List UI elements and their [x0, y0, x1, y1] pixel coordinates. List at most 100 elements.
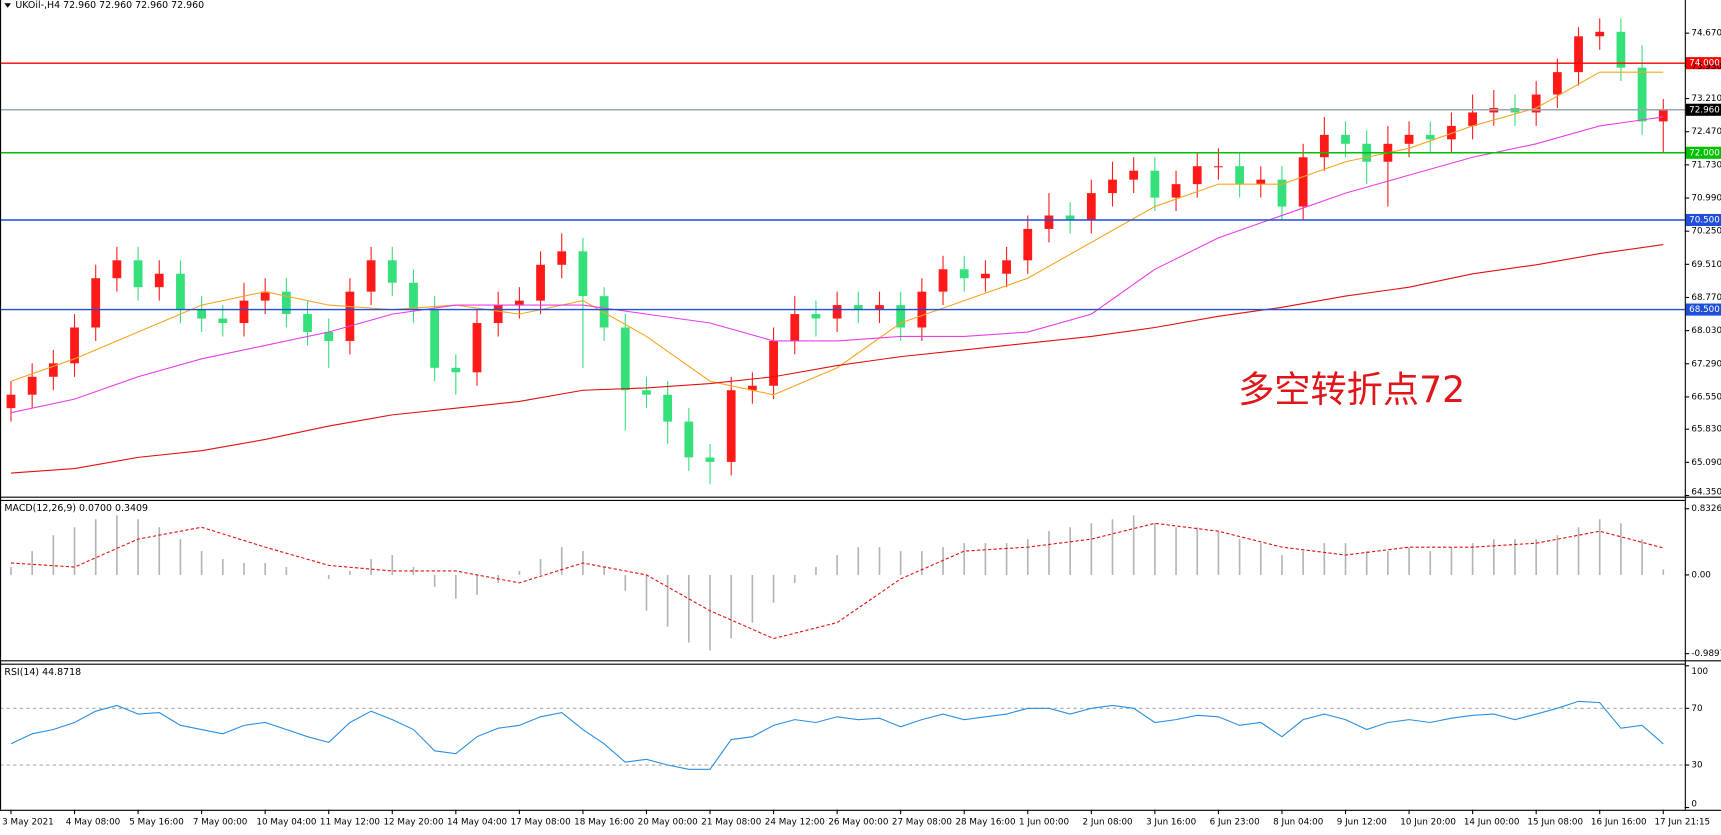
candle-body	[1129, 170, 1139, 180]
candle-body	[705, 457, 715, 462]
x-tick-label: 16 Jun 16:00	[1591, 817, 1647, 827]
candle-body	[6, 394, 16, 409]
candle-body	[366, 260, 376, 292]
y-tick-label: -0.9897	[1691, 649, 1721, 659]
level-label-box	[1685, 57, 1721, 70]
rsi-line	[10, 700, 1664, 770]
candle-body	[1447, 125, 1456, 140]
y-tick-label: 70.250	[1691, 227, 1721, 237]
moving-average	[10, 116, 1664, 414]
candle-body	[1002, 260, 1011, 274]
x-tick-label: 15 Jun 08:00	[1527, 817, 1583, 827]
x-tick-label: 14 Jun 00:00	[1464, 817, 1520, 827]
x-tick-label: 3 May 2021	[2, 817, 54, 827]
candle-body	[578, 251, 588, 297]
x-tick-label: 2 Jun 08:00	[1083, 817, 1133, 827]
candle-body	[1616, 31, 1626, 68]
candle-body	[451, 367, 461, 373]
x-tick-label: 4 May 08:00	[66, 817, 121, 827]
x-tick-label: 10 Jun 20:00	[1400, 817, 1456, 827]
y-tick-label: 65.830	[1691, 425, 1721, 435]
x-tick-label: 18 May 16:00	[574, 817, 634, 827]
candle-body	[1658, 109, 1668, 122]
candle-body	[1108, 179, 1117, 194]
x-tick-label: 14 May 04:00	[447, 817, 507, 827]
candle-body	[557, 251, 567, 265]
candle-body	[981, 273, 990, 279]
candle-body	[239, 300, 249, 324]
candle-body	[176, 273, 185, 310]
candle-body	[409, 282, 418, 310]
candle-body	[536, 264, 545, 301]
candle-body	[1235, 166, 1244, 185]
candle-body	[303, 314, 312, 332]
y-tick-label: 0.00	[1691, 570, 1711, 580]
candle-body	[1150, 170, 1160, 198]
candle-body	[1404, 134, 1414, 144]
y-tick-label: 30	[1691, 761, 1702, 771]
candle-body	[811, 314, 821, 319]
candle-body	[133, 260, 143, 288]
x-tick-label: 10 May 04:00	[256, 817, 316, 827]
candle-body	[1574, 36, 1583, 73]
candle-body	[1319, 134, 1329, 158]
candle-body	[1552, 72, 1562, 95]
candle-body	[218, 318, 228, 324]
candle-body	[154, 273, 164, 288]
candle-body	[1298, 157, 1308, 207]
x-tick-label: 20 May 00:00	[638, 817, 698, 827]
level-label: 68.500	[1689, 305, 1720, 315]
candle-body	[1531, 94, 1541, 113]
candle-body	[493, 305, 503, 324]
x-tick-label: 1 Jun 00:00	[1019, 817, 1069, 827]
y-tick-label: 68.770	[1691, 293, 1721, 303]
signal-line	[10, 522, 1664, 640]
candle-body	[1341, 134, 1350, 144]
y-tick-label: 67.290	[1691, 359, 1721, 369]
level-label: 74.000	[1689, 59, 1720, 69]
y-tick-label: 70.990	[1691, 194, 1721, 204]
candle-body	[260, 291, 270, 301]
y-tick-label: 74.670	[1691, 29, 1721, 39]
candle-body	[70, 327, 79, 364]
candle-body	[684, 421, 694, 458]
y-tick-label: 65.090	[1691, 458, 1721, 468]
x-tick-label: 3 Jun 16:00	[1146, 817, 1196, 827]
candle-body	[1044, 215, 1054, 229]
candle-body	[1023, 228, 1033, 261]
candle-body	[663, 394, 673, 422]
x-tick-label: 12 May 20:00	[383, 817, 443, 827]
candle-body	[1192, 166, 1202, 185]
x-tick-label: 26 May 00:00	[828, 817, 888, 827]
x-tick-label: 17 May 08:00	[511, 817, 571, 827]
y-tick-label: 66.550	[1691, 392, 1721, 402]
y-tick-label: 71.730	[1691, 160, 1721, 170]
candle-body	[281, 291, 291, 315]
candle-body	[1425, 134, 1435, 140]
x-tick-label: 7 May 00:00	[193, 817, 248, 827]
y-tick-label: 73.930	[1691, 62, 1721, 72]
level-label-box	[1685, 213, 1721, 227]
candle-body	[1171, 184, 1181, 198]
candle-body	[324, 331, 334, 341]
candle-body	[1277, 179, 1287, 207]
symbol-title: UKOil-,H4 72.960 72.960 72.960 72.960	[15, 0, 204, 11]
candle-body	[112, 260, 122, 279]
y-tick-label: 0	[1691, 800, 1697, 810]
y-tick-label: 69.510	[1691, 260, 1721, 270]
x-tick-label: 8 Jun 04:00	[1273, 817, 1323, 827]
candle-body	[345, 291, 355, 341]
candle-body	[472, 323, 482, 373]
level-label-box	[1685, 303, 1721, 316]
candle-body	[197, 309, 207, 319]
candle-body	[1595, 31, 1605, 37]
moving-average	[10, 244, 1664, 474]
candle-body	[832, 305, 842, 319]
level-label-box	[1685, 146, 1721, 159]
y-tick-label: 70	[1691, 704, 1702, 714]
x-tick-label: 11 May 12:00	[320, 817, 380, 827]
frame	[0, 0, 1721, 811]
candle-body	[599, 296, 609, 328]
